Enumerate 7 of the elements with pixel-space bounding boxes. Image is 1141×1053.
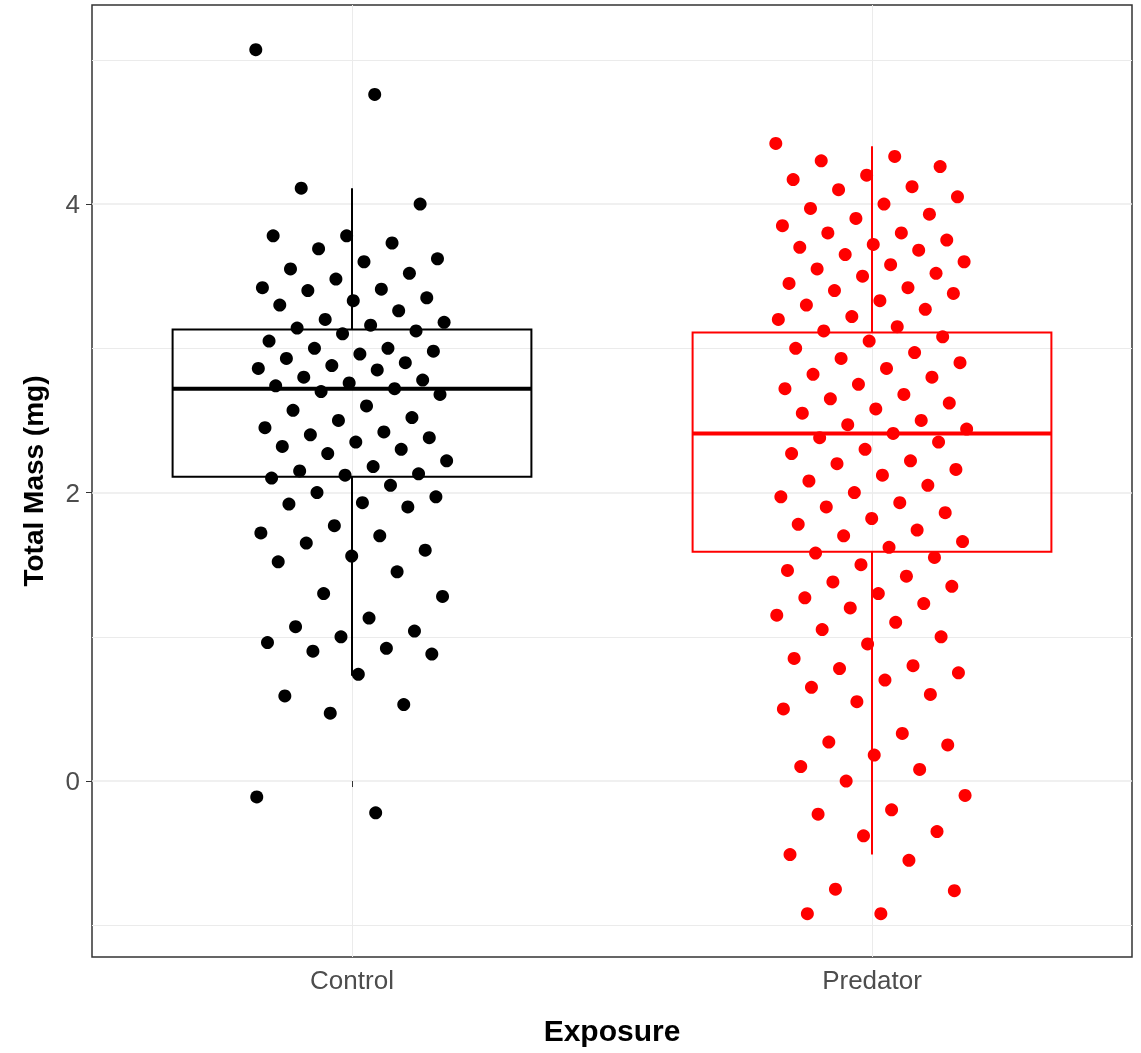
- x-tick-label: Predator: [822, 965, 923, 995]
- y-axis-title: Total Mass (mg): [17, 375, 49, 587]
- y-tick-label: 4: [65, 189, 80, 220]
- y-tick-label: 2: [65, 477, 80, 508]
- x-tick-label: Control: [310, 965, 394, 995]
- x-axis-title: Exposure: [543, 1013, 681, 1047]
- y-tick-label: 0: [65, 766, 80, 797]
